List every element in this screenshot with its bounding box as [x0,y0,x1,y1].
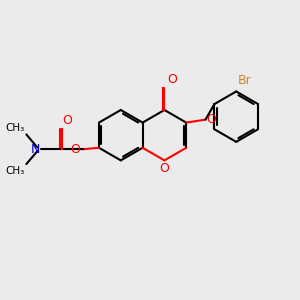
Text: CH₃: CH₃ [6,123,25,133]
Text: N: N [30,143,40,156]
Text: O: O [70,143,80,156]
Text: O: O [62,114,72,127]
Text: O: O [167,73,177,86]
Text: CH₃: CH₃ [6,166,25,176]
Text: Br: Br [238,74,251,87]
Text: O: O [160,162,170,175]
Text: O: O [206,113,216,126]
